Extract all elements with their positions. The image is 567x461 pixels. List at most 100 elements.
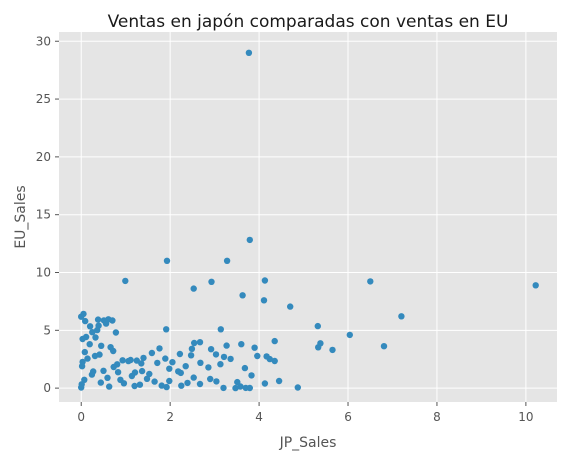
data-point: [208, 278, 215, 285]
data-point: [110, 347, 117, 355]
y-tick-label: 15: [36, 208, 51, 222]
y-tick-label: 25: [36, 92, 51, 106]
data-point: [227, 355, 234, 363]
data-point: [136, 381, 144, 388]
data-point: [217, 326, 224, 333]
data-point: [287, 303, 294, 310]
data-point: [154, 359, 161, 367]
data-point: [232, 384, 239, 392]
data-point: [212, 351, 220, 358]
data-point: [314, 322, 321, 330]
x-tick-label: 0: [77, 410, 85, 424]
data-point: [158, 382, 165, 389]
data-point: [223, 257, 231, 264]
data-point: [248, 372, 255, 379]
data-point: [237, 383, 244, 390]
data-point: [84, 355, 91, 362]
data-point: [271, 337, 278, 345]
data-point: [271, 357, 278, 365]
data-point: [254, 352, 261, 360]
data-point: [197, 359, 204, 366]
data-point: [223, 342, 230, 349]
y-tick-labels: 0 5 10 15 20 25 30: [36, 34, 59, 395]
data-point: [98, 342, 105, 349]
data-point: [175, 368, 182, 375]
data-point: [94, 316, 102, 323]
x-axis-label: JP_Sales: [279, 435, 337, 451]
data-point: [329, 346, 336, 354]
x-tick-label: 2: [166, 410, 174, 424]
data-point: [239, 292, 246, 299]
data-point: [146, 370, 153, 378]
data-point: [178, 382, 185, 389]
data-point: [275, 377, 283, 385]
data-point: [294, 384, 301, 391]
x-tick-labels: 0 2 4 6 8 10: [77, 402, 534, 424]
data-point: [163, 257, 171, 264]
data-point: [188, 345, 196, 352]
data-point: [260, 297, 268, 304]
data-point: [86, 341, 93, 348]
data-point: [190, 374, 197, 381]
data-point: [97, 379, 105, 386]
data-point: [346, 331, 353, 339]
data-point: [182, 363, 189, 370]
data-point: [245, 49, 253, 56]
data-point: [246, 236, 253, 244]
data-point: [143, 375, 151, 382]
data-point: [220, 353, 228, 361]
data-point: [78, 313, 85, 320]
data-point: [151, 378, 158, 385]
data-points: [78, 49, 539, 392]
data-point: [207, 375, 214, 383]
data-point: [220, 384, 227, 392]
data-point: [398, 313, 405, 320]
data-point: [91, 352, 99, 360]
data-point: [109, 317, 116, 324]
x-tick-label: 6: [344, 410, 352, 424]
x-tick-label: 10: [518, 410, 533, 424]
data-point: [104, 374, 111, 381]
y-tick-label: 5: [43, 323, 51, 337]
plot-background: [59, 32, 557, 402]
data-point: [79, 335, 86, 343]
data-point: [138, 367, 146, 375]
data-point: [176, 350, 184, 358]
data-point: [81, 348, 89, 356]
data-point: [213, 378, 220, 385]
data-point: [78, 363, 86, 370]
data-point: [166, 365, 173, 372]
data-point: [205, 364, 212, 371]
data-point: [90, 368, 97, 375]
data-point: [187, 352, 195, 359]
data-point: [117, 376, 124, 383]
data-point: [133, 357, 140, 364]
data-point: [89, 329, 96, 336]
chart-title: Ventas en japón comparadas con ventas en…: [108, 12, 509, 32]
data-point: [112, 329, 120, 336]
y-tick-label: 0: [43, 381, 51, 395]
y-tick-label: 20: [36, 150, 51, 164]
data-point: [190, 285, 197, 292]
data-point: [266, 355, 273, 363]
data-point: [78, 381, 85, 388]
data-point: [367, 278, 374, 285]
data-point: [131, 382, 138, 390]
data-point: [315, 344, 322, 351]
grid: [59, 32, 557, 402]
data-point: [238, 341, 245, 348]
data-point: [166, 377, 173, 385]
data-point: [100, 367, 107, 374]
data-point: [532, 282, 539, 289]
data-point: [148, 349, 156, 357]
y-axis-label: EU_Sales: [13, 185, 29, 248]
data-point: [184, 379, 191, 387]
x-tick-label: 4: [255, 410, 263, 424]
data-point: [119, 357, 126, 364]
data-point: [114, 369, 122, 376]
data-point: [86, 323, 94, 330]
data-point: [207, 346, 215, 353]
data-point: [82, 317, 89, 325]
data-point: [380, 343, 388, 350]
data-point: [261, 277, 269, 284]
